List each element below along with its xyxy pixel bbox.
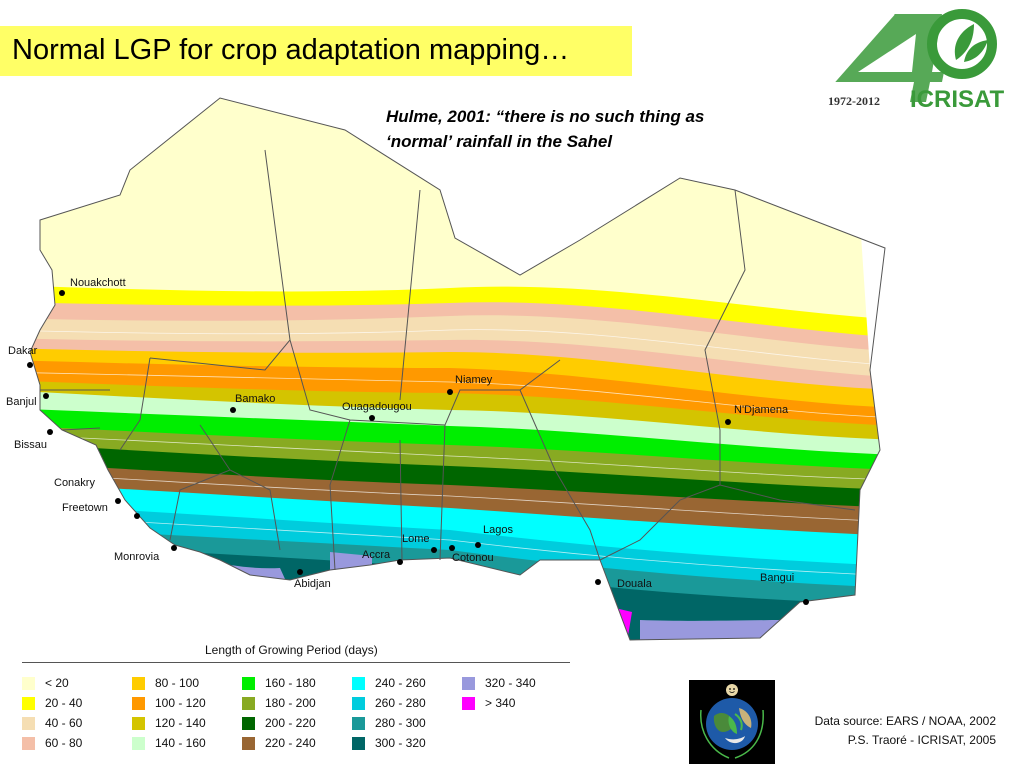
legend-label: 320 - 340: [485, 676, 536, 690]
city-label-freetown: Freetown: [62, 502, 108, 514]
legend-swatch: [22, 696, 35, 710]
legend-item: 160 - 180: [242, 676, 316, 690]
legend-label: 40 - 60: [45, 716, 83, 730]
legend-item: 120 - 140: [132, 716, 206, 730]
legend-item: 260 - 280: [352, 696, 426, 710]
logo-years: 1972-2012: [828, 94, 880, 108]
data-source-line-1: Data source: EARS / NOAA, 2002: [814, 714, 996, 728]
title-bar: Normal LGP for crop adaptation mapping…: [0, 26, 632, 76]
city-label-nouakchott: Nouakchott: [70, 277, 126, 289]
legend-label: 160 - 180: [265, 676, 316, 690]
city-dots: [27, 290, 809, 605]
legend-swatch: [352, 696, 365, 710]
icrisat-logo: 1972-2012 ICRISAT: [828, 9, 1005, 112]
legend-item: 60 - 80: [22, 736, 82, 750]
quote-line-2: ‘normal’ rainfall in the Sahel: [386, 132, 613, 151]
legend-swatch: [242, 736, 255, 750]
legend-swatch: [352, 716, 365, 730]
legend-swatch: [462, 696, 475, 710]
city-label-dakar: Dakar: [8, 345, 38, 357]
legend-item: 200 - 220: [242, 716, 316, 730]
legend-swatch: [462, 676, 475, 690]
city-label-monrovia: Monrovia: [114, 551, 160, 563]
legend-label: 280 - 300: [375, 716, 426, 730]
legend-item: 220 - 240: [242, 736, 316, 750]
city-label-accra: Accra: [362, 549, 391, 561]
city-label-douala: Douala: [617, 578, 652, 590]
legend-item: 20 - 40: [22, 696, 82, 710]
legend-swatch: [132, 676, 145, 690]
legend-label: 260 - 280: [375, 696, 426, 710]
science-badge: [689, 680, 775, 764]
legend-swatch: [132, 716, 145, 730]
logo-40-mark: [833, 9, 997, 102]
legend-label: 180 - 200: [265, 696, 316, 710]
slide-title: Normal LGP for crop adaptation mapping…: [12, 34, 570, 66]
legend-item: 240 - 260: [352, 676, 426, 690]
country-borders: [29, 97, 886, 641]
smiley-icon: [726, 684, 738, 696]
legend-label: < 20: [45, 676, 69, 690]
legend-swatch: [242, 696, 255, 710]
legend-item: < 20: [22, 676, 69, 690]
city-label-abidjan: Abidjan: [294, 578, 331, 590]
legend-item: > 340: [462, 696, 515, 710]
legend-label: > 340: [485, 696, 516, 710]
legend-label: 220 - 240: [265, 736, 316, 750]
legend-swatch: [352, 736, 365, 750]
legend-swatch: [242, 716, 255, 730]
legend-label: 200 - 220: [265, 716, 316, 730]
quote-line-1: Hulme, 2001: “there is no such thing as: [386, 107, 705, 126]
city-label-bissau: Bissau: [14, 439, 48, 451]
city-label-lagos: Lagos: [483, 524, 513, 536]
legend-swatch: [22, 716, 35, 730]
legend-label: 240 - 260: [375, 676, 426, 690]
logo-name: ICRISAT: [910, 86, 1005, 112]
legend-label: 300 - 320: [375, 736, 426, 750]
data-source: Data source: EARS / NOAA, 2002 P.S. Trao…: [815, 712, 996, 750]
lgp-zones: [30, 98, 885, 640]
legend-item: 300 - 320: [352, 736, 426, 750]
legend-swatch: [132, 736, 145, 750]
legend-swatch: [22, 736, 35, 750]
legend-label: 100 - 120: [155, 696, 206, 710]
city-label-banjul: Banjul: [6, 396, 37, 408]
data-source-line-2: P.S. Traoré - ICRISAT, 2005: [847, 733, 996, 747]
legend-label: 140 - 160: [155, 736, 206, 750]
city-label-bamako: Bamako: [235, 393, 276, 405]
legend-swatch: [132, 696, 145, 710]
legend-swatch: [242, 676, 255, 690]
legend-label: 60 - 80: [45, 736, 83, 750]
legend-item: 100 - 120: [132, 696, 206, 710]
city-label-conakry: Conakry: [54, 477, 95, 489]
legend-title: Length of Growing Period (days): [205, 643, 378, 657]
city-label-bangui: Bangui: [760, 572, 795, 584]
city-label-ndjamena: N'Djamena: [734, 404, 789, 416]
legend-label: 20 - 40: [45, 696, 83, 710]
lgp-map: [27, 97, 886, 641]
city-label-cotonou: Cotonou: [452, 552, 494, 564]
hulme-quote: Hulme, 2001: “there is no such thing as …: [386, 104, 704, 154]
city-label-ouagadougou: Ouagadougou: [342, 401, 412, 413]
legend-swatch: [22, 676, 35, 690]
legend-label: 120 - 140: [155, 716, 206, 730]
legend-item: 180 - 200: [242, 696, 316, 710]
city-label-lome: Lome: [402, 533, 430, 545]
legend-item: 320 - 340: [462, 676, 536, 690]
legend-item: 40 - 60: [22, 716, 82, 730]
lgp-legend: < 20 20 - 40 40 - 60 60 - 80 80 - 100 10…: [22, 676, 582, 756]
legend-label: 80 - 100: [155, 676, 200, 690]
city-label-niamey: Niamey: [455, 374, 493, 386]
legend-item: 80 - 100: [132, 676, 199, 690]
legend-divider: [22, 662, 570, 663]
legend-swatch: [352, 676, 365, 690]
legend-item: 280 - 300: [352, 716, 426, 730]
legend-item: 140 - 160: [132, 736, 206, 750]
